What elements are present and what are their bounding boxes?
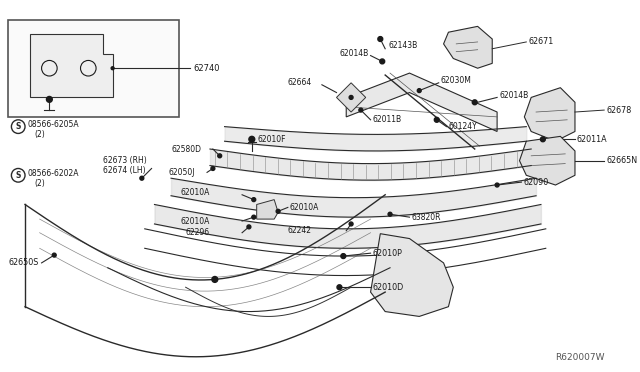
Circle shape: [218, 154, 221, 158]
Circle shape: [252, 198, 256, 202]
Text: 62242: 62242: [288, 226, 312, 235]
Circle shape: [378, 36, 383, 41]
Text: 62143B: 62143B: [388, 41, 417, 50]
Text: 62664: 62664: [288, 78, 312, 87]
Text: 62010A: 62010A: [180, 217, 210, 225]
Text: 62014B: 62014B: [499, 91, 528, 100]
Circle shape: [47, 96, 52, 102]
Polygon shape: [520, 137, 575, 185]
Text: S: S: [15, 171, 21, 180]
Circle shape: [249, 137, 255, 142]
Text: 62678: 62678: [606, 106, 632, 115]
Circle shape: [359, 108, 363, 112]
Circle shape: [495, 183, 499, 187]
Text: 62740: 62740: [193, 64, 220, 73]
Text: 62010P: 62010P: [372, 248, 403, 258]
Circle shape: [212, 276, 218, 282]
Text: 62010D: 62010D: [372, 283, 404, 292]
Text: R620007W: R620007W: [556, 353, 605, 362]
Text: 62671: 62671: [528, 38, 554, 46]
Text: 08566-6202A: 08566-6202A: [28, 169, 79, 178]
Polygon shape: [30, 34, 113, 97]
Circle shape: [52, 253, 56, 257]
Circle shape: [435, 118, 439, 122]
Circle shape: [349, 222, 353, 226]
Circle shape: [247, 225, 251, 229]
Circle shape: [140, 176, 144, 180]
Text: (2): (2): [35, 130, 45, 139]
Circle shape: [388, 212, 392, 216]
Circle shape: [341, 254, 346, 259]
Text: 62010A: 62010A: [290, 203, 319, 212]
Text: 63820R: 63820R: [412, 213, 441, 222]
Circle shape: [349, 96, 353, 99]
Text: 60124Y: 60124Y: [449, 122, 477, 131]
Text: 62673 (RH): 62673 (RH): [103, 156, 147, 165]
Circle shape: [472, 100, 477, 105]
Text: (2): (2): [35, 179, 45, 187]
Polygon shape: [371, 234, 453, 317]
Text: 62011A: 62011A: [577, 135, 607, 144]
Polygon shape: [346, 73, 497, 131]
Text: 62010A: 62010A: [180, 188, 210, 197]
Text: 62090: 62090: [524, 177, 548, 187]
Polygon shape: [524, 88, 575, 141]
FancyBboxPatch shape: [8, 20, 179, 117]
Text: 62050J: 62050J: [168, 168, 195, 177]
Text: 62650S: 62650S: [8, 259, 39, 267]
Circle shape: [540, 137, 545, 142]
Text: S: S: [15, 122, 21, 131]
Polygon shape: [337, 83, 365, 112]
Circle shape: [380, 59, 385, 64]
Circle shape: [276, 209, 280, 213]
Text: 62030M: 62030M: [441, 76, 472, 86]
Polygon shape: [444, 26, 492, 68]
Text: 62674 (LH): 62674 (LH): [103, 166, 145, 175]
Circle shape: [417, 89, 421, 93]
Polygon shape: [257, 200, 278, 219]
Circle shape: [211, 167, 215, 170]
Circle shape: [111, 67, 114, 70]
Text: 62296: 62296: [186, 228, 210, 237]
Circle shape: [252, 215, 256, 219]
Text: 62665N: 62665N: [606, 156, 637, 165]
Text: 62011B: 62011B: [372, 115, 402, 124]
Text: 08566-6205A: 08566-6205A: [28, 120, 79, 129]
Circle shape: [337, 285, 342, 290]
Text: 62014B: 62014B: [339, 49, 369, 58]
Text: 62580D: 62580D: [171, 144, 201, 154]
Text: 62010F: 62010F: [258, 135, 286, 144]
